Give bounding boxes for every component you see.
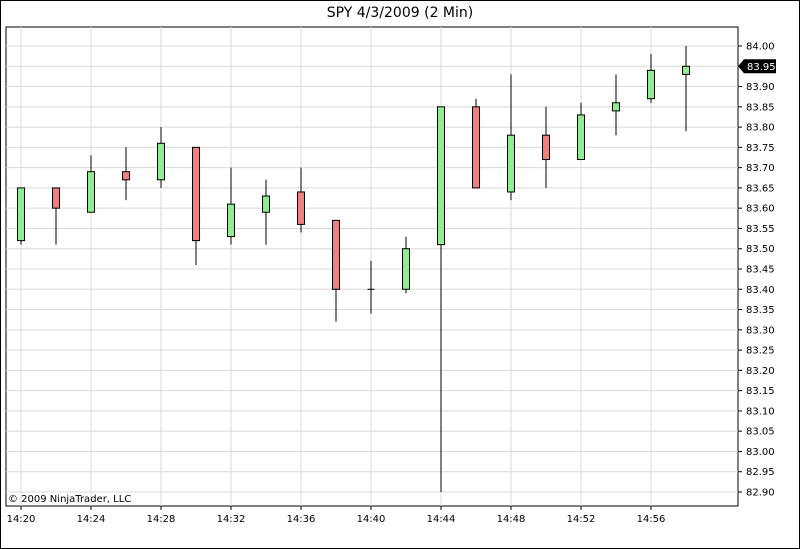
candle-body-up[interactable]	[17, 187, 25, 242]
y-tick-label: 83.10	[746, 406, 775, 417]
last-price-label: 83.95	[747, 62, 776, 73]
y-tick-label: 83.65	[746, 183, 775, 194]
candle-body-up[interactable]	[647, 69, 655, 100]
candle-body-down[interactable]	[52, 187, 60, 209]
y-tick-label: 83.40	[746, 285, 775, 296]
candle-body-up[interactable]	[507, 134, 515, 193]
last-price-marker	[738, 59, 776, 74]
candle-body-up[interactable]	[612, 102, 620, 112]
y-tick-label: 83.60	[746, 204, 775, 215]
x-tick-label: 14:40	[357, 514, 386, 525]
x-tick-label: 14:32	[217, 514, 246, 525]
y-tick-label: 83.85	[746, 102, 775, 113]
y-tick-label: 83.05	[746, 427, 775, 438]
y-tick-label: 83.45	[746, 265, 775, 276]
copyright-label: © 2009 NinjaTrader, LLC	[8, 494, 131, 505]
y-tick-label: 83.20	[746, 366, 775, 377]
y-tick-label: 83.90	[746, 82, 775, 93]
candle-body-down[interactable]	[192, 146, 200, 242]
y-tick-label: 83.75	[746, 143, 775, 154]
candle-body-up[interactable]	[157, 142, 165, 181]
y-tick-label: 82.95	[746, 467, 775, 478]
candle-body-up[interactable]	[437, 106, 445, 246]
candle-body-up[interactable]	[682, 65, 690, 75]
x-tick-label: 14:36	[287, 514, 316, 525]
y-tick-label: 83.55	[746, 224, 775, 235]
candle-body-down[interactable]	[542, 134, 550, 161]
candle-body-up[interactable]	[402, 248, 410, 290]
x-tick-label: 14:48	[497, 514, 526, 525]
y-tick-label: 83.15	[746, 386, 775, 397]
y-tick-label: 83.35	[746, 305, 775, 316]
y-tick-label: 83.80	[746, 123, 775, 134]
y-tick-label: 83.00	[746, 447, 775, 458]
x-tick-label: 14:56	[637, 514, 666, 525]
candle-body-up[interactable]	[262, 195, 270, 213]
candle-body-down[interactable]	[297, 191, 305, 225]
x-tick-label: 14:28	[147, 514, 176, 525]
y-tick-label: 83.70	[746, 163, 775, 174]
y-tick-label: 83.30	[746, 325, 775, 336]
plot-area	[5, 26, 739, 507]
candle-body-down[interactable]	[122, 171, 130, 181]
chart-title: SPY 4/3/2009 (2 Min)	[326, 5, 474, 21]
y-tick-label: 83.50	[746, 244, 775, 255]
candle-body-up[interactable]	[577, 114, 585, 161]
candle-body-down[interactable]	[332, 219, 340, 290]
candle-body-up[interactable]	[227, 203, 235, 238]
y-tick-label: 82.90	[746, 488, 775, 499]
x-tick-label: 14:24	[77, 514, 106, 525]
x-tick-label: 14:44	[427, 514, 456, 525]
x-tick-label: 14:20	[7, 514, 36, 525]
y-tick-label: 84.00	[746, 42, 775, 53]
candle-body-down[interactable]	[472, 106, 480, 189]
x-tick-label: 14:52	[567, 514, 596, 525]
y-tick-label: 83.25	[746, 346, 775, 357]
candle-body-up[interactable]	[87, 171, 95, 213]
